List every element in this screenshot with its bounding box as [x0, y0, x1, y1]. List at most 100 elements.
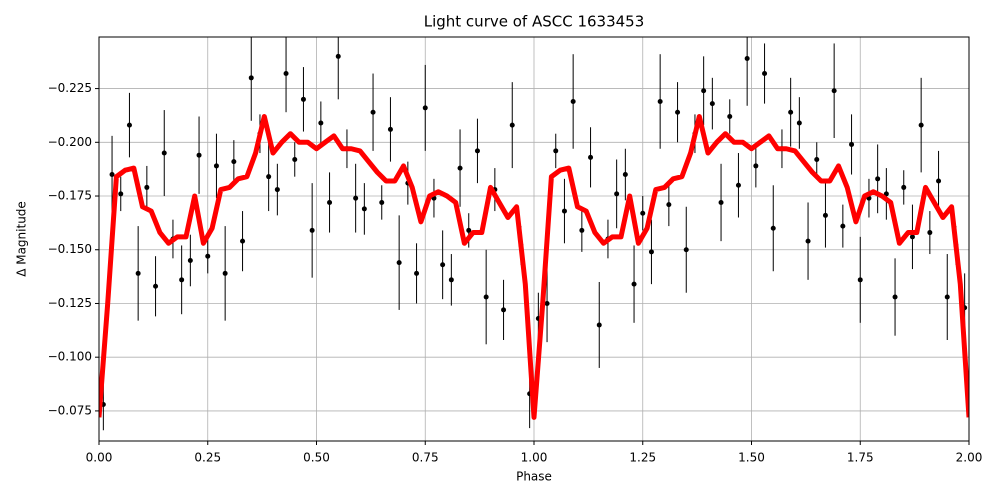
data-point — [936, 178, 942, 184]
data-point — [483, 294, 489, 300]
data-point — [927, 230, 933, 236]
data-point — [448, 277, 454, 283]
data-point — [153, 283, 159, 289]
data-point — [379, 199, 385, 205]
data-point — [657, 98, 663, 104]
data-point — [118, 191, 124, 197]
data-point — [561, 208, 567, 214]
data-point — [744, 55, 750, 61]
x-tick-label: 1.50 — [738, 451, 765, 465]
data-point — [240, 238, 246, 244]
data-point — [570, 98, 576, 104]
data-point — [709, 101, 715, 107]
data-point — [840, 223, 846, 229]
data-point — [440, 262, 446, 268]
data-point — [318, 120, 324, 126]
data-point — [631, 281, 637, 287]
data-point — [901, 184, 907, 190]
data-point — [161, 150, 167, 156]
data-point — [109, 172, 115, 178]
data-point — [753, 163, 759, 169]
data-point — [918, 122, 924, 128]
data-point — [875, 176, 881, 182]
data-point — [614, 191, 620, 197]
data-point — [683, 247, 689, 253]
data-point — [466, 227, 472, 233]
model-line — [99, 114, 969, 420]
data-point — [196, 152, 202, 158]
data-point — [327, 199, 333, 205]
data-point — [361, 206, 367, 212]
x-tick-label: 1.25 — [629, 451, 656, 465]
data-point — [822, 212, 828, 218]
data-point — [474, 148, 480, 154]
x-tick-label: 2.00 — [956, 451, 983, 465]
y-tick-label: −0.200 — [48, 135, 92, 149]
data-point — [770, 225, 776, 231]
x-axis-label: Phase — [516, 470, 552, 484]
data-point — [849, 141, 855, 147]
data-point — [422, 105, 428, 111]
data-point — [205, 253, 211, 259]
data-point — [309, 227, 315, 233]
data-point — [501, 307, 507, 313]
y-tick-label: −0.100 — [48, 350, 92, 364]
ticks: 0.00 0.25 0.50 0.75 1.00 1.25 1.50 1.75 2.00 −0.0… — [48, 81, 983, 464]
data-point — [126, 122, 132, 128]
data-point — [805, 238, 811, 244]
data-point — [387, 126, 393, 132]
data-point — [909, 234, 915, 240]
y-tick-label: −0.150 — [48, 242, 92, 256]
x-tick-label: 0.25 — [194, 451, 221, 465]
plot-area — [99, 37, 969, 431]
data-point — [796, 120, 802, 126]
data-point — [701, 88, 707, 94]
y-tick-label: −0.125 — [48, 296, 92, 310]
data-point — [292, 156, 298, 162]
data-point — [648, 249, 654, 255]
data-point — [735, 182, 741, 188]
data-point — [414, 270, 420, 276]
data-point — [814, 156, 820, 162]
y-tick-label: −0.225 — [48, 81, 92, 95]
y-tick-label: −0.075 — [48, 403, 92, 417]
data-point — [788, 109, 794, 115]
data-point — [179, 277, 185, 283]
data-point — [274, 187, 280, 193]
data-point — [892, 294, 898, 300]
data-point — [588, 154, 594, 160]
data-point — [675, 109, 681, 115]
data-point — [353, 195, 359, 201]
data-point — [666, 202, 672, 208]
data-point — [762, 71, 768, 77]
data-point — [509, 122, 515, 128]
data-point — [266, 174, 272, 180]
data-point — [831, 88, 837, 94]
data-point — [396, 260, 402, 266]
data-point — [370, 109, 376, 115]
data-point — [857, 277, 863, 283]
data-point — [457, 165, 463, 171]
data-point — [883, 191, 889, 197]
data-point — [718, 199, 724, 205]
x-tick-label: 1.75 — [847, 451, 874, 465]
data-point — [640, 210, 646, 216]
data-point — [231, 159, 237, 165]
y-axis-label: Δ Magnitude — [15, 201, 29, 277]
data-point — [553, 148, 559, 154]
x-tick-label: 1.00 — [521, 451, 548, 465]
data-point — [135, 270, 141, 276]
x-tick-label: 0.00 — [86, 451, 113, 465]
data-point — [187, 257, 193, 263]
data-point — [213, 163, 219, 169]
data-point — [727, 114, 733, 120]
data-point — [579, 227, 585, 233]
data-point — [335, 53, 341, 59]
data-point — [622, 172, 628, 178]
data-point — [283, 71, 289, 77]
data-point — [222, 270, 228, 276]
x-tick-label: 0.50 — [303, 451, 330, 465]
x-tick-label: 0.75 — [412, 451, 439, 465]
data-point — [144, 184, 150, 190]
